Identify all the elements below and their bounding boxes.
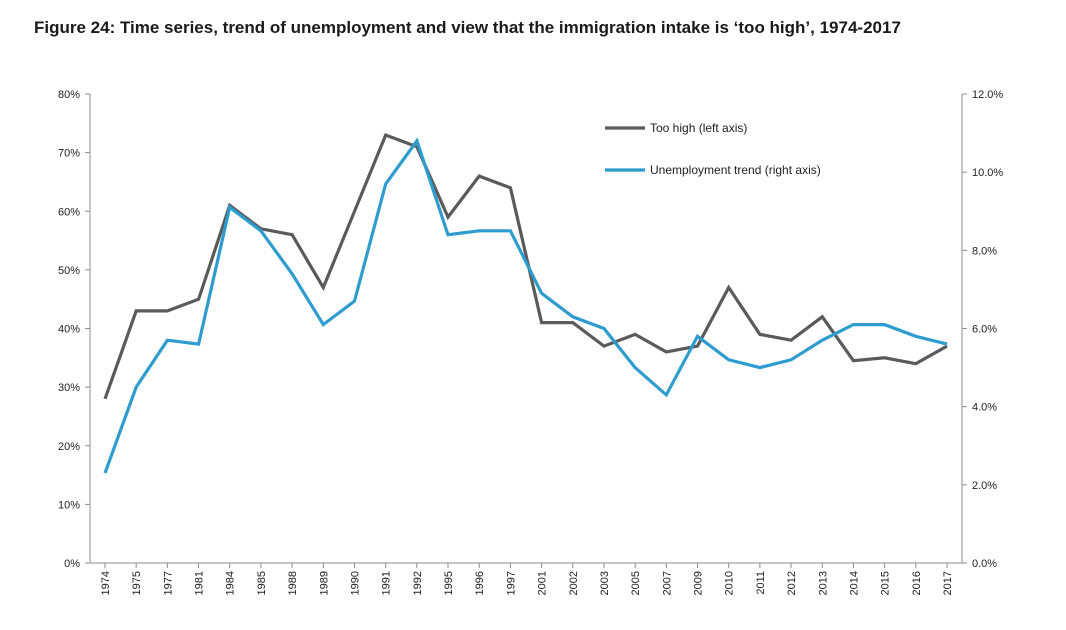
- chart-legend: Too high (left axis) Unemployment trend (…: [605, 121, 821, 177]
- right-tick-label: 2.0%: [972, 480, 997, 492]
- right-tick-label: 12.0%: [972, 89, 1003, 101]
- x-tick-label: 1992: [412, 571, 424, 595]
- x-tick-label: 1977: [162, 571, 174, 595]
- x-tick-label: 1984: [225, 571, 237, 595]
- x-tick-label: 2014: [848, 571, 860, 595]
- x-tick-label: 2012: [786, 571, 798, 595]
- x-tick-label: 1991: [381, 571, 393, 595]
- x-tick-label: 1974: [100, 571, 112, 595]
- left-tick-label: 80%: [58, 89, 80, 101]
- chart-axes: 0% 10% 20% 30% 40% 50% 60% 70% 80% 0.0% 2.0% 4.0% 6.…: [58, 89, 1003, 595]
- x-tick-label: 2015: [880, 571, 892, 595]
- left-tick-label: 10%: [58, 499, 80, 511]
- x-tick-label: 2009: [693, 571, 705, 595]
- x-tick-label: 1995: [443, 571, 455, 595]
- right-tick-label: 6.0%: [972, 324, 997, 336]
- x-tick-label: 2010: [724, 571, 736, 595]
- x-tick-label: 2017: [942, 571, 954, 595]
- x-tick-label: 1981: [194, 571, 206, 595]
- left-tick-label: 50%: [58, 265, 80, 277]
- x-tick-label: 1985: [256, 571, 268, 595]
- x-tick-label: 2005: [630, 571, 642, 595]
- x-tick-label: 1990: [349, 571, 361, 595]
- x-tick-label: 1997: [505, 571, 517, 595]
- x-tick-label: 1975: [131, 571, 143, 595]
- unemployment-trend-line: [103, 137, 948, 474]
- right-tick-label: 4.0%: [972, 402, 997, 414]
- x-tick-label: 1996: [474, 571, 486, 595]
- x-tick-label: 2013: [817, 571, 829, 595]
- legend-label: Unemployment trend (right axis): [650, 163, 821, 177]
- left-tick-label: 60%: [58, 206, 80, 218]
- x-tick-label: 2007: [661, 571, 673, 595]
- x-tick-label: 2003: [599, 571, 611, 595]
- legend-label: Too high (left axis): [650, 121, 747, 135]
- right-tick-label: 0.0%: [972, 558, 997, 570]
- left-tick-label: 20%: [58, 441, 80, 453]
- x-tick-label: 1988: [287, 571, 299, 595]
- x-tick-label: 2002: [568, 571, 580, 595]
- figure-title: Figure 24: Time series, trend of unemplo…: [34, 18, 901, 37]
- left-tick-label: 30%: [58, 382, 80, 394]
- chart-series: [103, 132, 948, 474]
- x-tick-label: 2016: [911, 571, 923, 595]
- left-tick-label: 40%: [58, 324, 80, 336]
- x-tick-label: 2011: [755, 571, 767, 595]
- x-tick-label: 1989: [318, 571, 330, 595]
- left-tick-label: 70%: [58, 148, 80, 160]
- right-tick-label: 8.0%: [972, 245, 997, 257]
- left-tick-label: 0%: [64, 558, 80, 570]
- right-tick-label: 10.0%: [972, 167, 1003, 179]
- x-tick-label: 2001: [537, 571, 549, 595]
